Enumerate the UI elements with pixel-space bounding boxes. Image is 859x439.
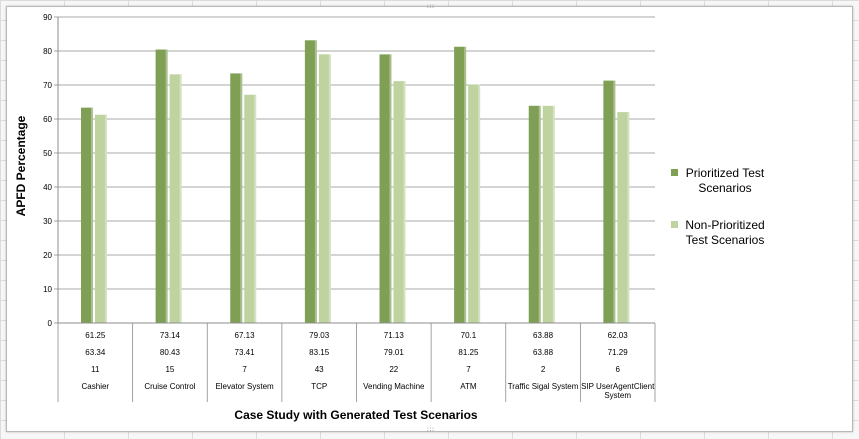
- table-cell: 6: [615, 365, 620, 374]
- y-tick-label: 30: [43, 217, 52, 226]
- y-axis-ticks: 0 10 20 30 40 50 60 70 80 90: [43, 13, 58, 328]
- table-cell: 71.13: [384, 331, 405, 340]
- resize-handle-top-icon[interactable]: :::: [426, 3, 435, 10]
- table-cell: 73.14: [160, 331, 181, 340]
- bar-prioritized: [379, 54, 392, 324]
- bar-highlight: [478, 84, 481, 323]
- bar-highlight: [538, 105, 541, 323]
- table-cell: 80.43: [160, 348, 181, 357]
- y-tick-label: 0: [48, 319, 53, 328]
- y-tick-label: 20: [43, 251, 52, 260]
- bar-prioritized: [304, 40, 317, 323]
- table-cell: 7: [466, 365, 471, 374]
- bar-highlight: [328, 54, 331, 323]
- table-cell: 22: [389, 365, 398, 374]
- table-cell: 11: [91, 365, 100, 374]
- legend-label: Test Scenarios: [686, 233, 765, 247]
- bar-highlight: [552, 105, 555, 323]
- bar-chart: 0 10 20 30 40 50 60 70 80 90 61.25 73.14 67.13 79.03…: [14, 13, 765, 422]
- gridlines: [58, 16, 655, 290]
- bar-non-prioritized: [95, 114, 107, 323]
- bar-prioritized: [230, 73, 243, 323]
- y-axis-title: APFD Percentage: [14, 115, 28, 216]
- table-cell: 70.1: [461, 331, 477, 340]
- table-cell: 63.88: [533, 348, 554, 357]
- bar-highlight: [627, 112, 630, 324]
- table-cell: 63.34: [85, 348, 106, 357]
- category-label: Traffic Sigal System: [508, 382, 579, 391]
- bar-prioritized: [81, 107, 93, 323]
- table-cell: 62.03: [608, 331, 629, 340]
- table-cell: 61.25: [85, 331, 106, 340]
- bar-highlight: [165, 49, 168, 324]
- table-cell: 71.29: [608, 348, 629, 357]
- legend-label: Scenarios: [698, 181, 751, 195]
- legend-swatch: [671, 169, 678, 176]
- y-tick-label: 50: [43, 149, 52, 158]
- bar-prioritized: [454, 46, 467, 323]
- axes: [57, 17, 655, 324]
- bar-highlight: [240, 73, 243, 323]
- category-label: SIP UserAgentClient: [581, 382, 655, 391]
- bar-highlight: [179, 74, 182, 323]
- y-tick-label: 70: [43, 81, 52, 90]
- bar-non-prioritized: [468, 84, 481, 323]
- y-tick-label: 90: [43, 13, 52, 22]
- table-cell: 79.03: [309, 331, 330, 340]
- table-cell: 79.01: [384, 348, 405, 357]
- bar-non-prioritized: [542, 105, 555, 323]
- bar-highlight: [254, 94, 257, 324]
- bar-prioritized: [155, 49, 168, 324]
- category-label: System: [604, 391, 631, 400]
- bar-prioritized: [528, 105, 541, 323]
- bar-highlight: [105, 114, 107, 323]
- bar-highlight: [403, 81, 406, 324]
- bar-non-prioritized: [244, 94, 257, 324]
- legend-label: Prioritized Test: [686, 166, 765, 180]
- bar-prioritized: [603, 80, 616, 323]
- table-cell: 83.15: [309, 348, 330, 357]
- table-cell: 81.25: [458, 348, 479, 357]
- category-label: Vending Machine: [363, 382, 425, 391]
- category-label: Cashier: [82, 382, 110, 391]
- table-cell: 63.88: [533, 331, 554, 340]
- bar-non-prioritized: [318, 54, 331, 323]
- category-label: Cruise Control: [144, 382, 195, 391]
- x-axis-title: Case Study with Generated Test Scenarios: [234, 408, 478, 422]
- bar-highlight: [464, 46, 467, 323]
- bar-non-prioritized: [617, 112, 630, 324]
- y-tick-label: 80: [43, 47, 52, 56]
- resize-handle-bottom-icon[interactable]: :::: [426, 426, 435, 433]
- table-cell: 67.13: [235, 331, 256, 340]
- table-cell: 43: [315, 365, 324, 374]
- legend-label: Non-Prioritized: [685, 218, 764, 232]
- bar-highlight: [91, 107, 93, 323]
- table-cell: 73.41: [235, 348, 256, 357]
- category-label: Elevator System: [215, 382, 274, 391]
- y-tick-label: 60: [43, 115, 52, 124]
- table-cell: 2: [541, 365, 546, 374]
- bar-non-prioritized: [169, 74, 182, 323]
- bar-highlight: [389, 54, 392, 324]
- table-cell: 7: [242, 365, 247, 374]
- y-tick-label: 10: [43, 285, 52, 294]
- bar-highlight: [613, 80, 616, 323]
- data-table: 61.25 73.14 67.13 79.03 71.13 70.1 63.88 62.03 6…: [57, 323, 656, 402]
- chart-area[interactable]: ::: ::: 0 10 20 30 40 50 60 70 80 90 61.25 73.14 67…: [6, 3, 853, 433]
- legend-swatch: [671, 221, 678, 228]
- bar-highlight: [314, 40, 317, 323]
- category-label: ATM: [460, 382, 477, 391]
- category-label: TCP: [311, 382, 327, 391]
- bars: [81, 40, 630, 324]
- y-tick-label: 40: [43, 183, 52, 192]
- bar-non-prioritized: [393, 81, 406, 324]
- table-cell: 15: [165, 365, 174, 374]
